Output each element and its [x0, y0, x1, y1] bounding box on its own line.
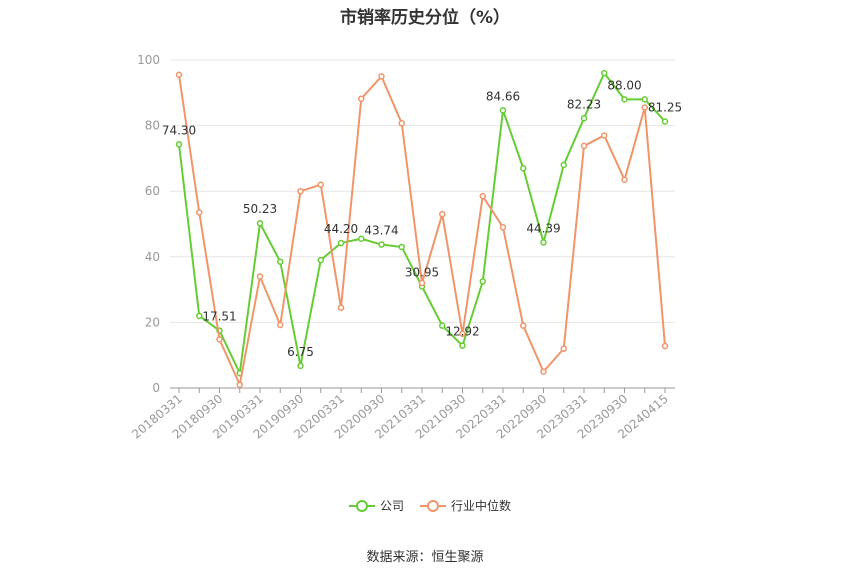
- data-point: [479, 192, 486, 200]
- legend-marker: [356, 500, 368, 512]
- data-point: [277, 258, 284, 265]
- series-line-industry-median: [178, 74, 666, 386]
- data-point: [560, 345, 567, 352]
- data-point: [378, 241, 385, 248]
- chart-title: 市销率历史分位（%）: [339, 8, 511, 28]
- y-tick-label: 80: [145, 119, 160, 133]
- data-point: [175, 141, 183, 148]
- data-label: 88.00: [607, 78, 641, 92]
- data-point: [358, 235, 365, 243]
- data-point: [560, 161, 567, 169]
- data-point: [297, 187, 304, 195]
- y-tick-label: 20: [145, 315, 160, 329]
- data-point: [256, 219, 264, 227]
- data-label: 50.23: [243, 202, 277, 216]
- y-tick-label: 60: [145, 184, 160, 198]
- legend-entry: 行业中位数: [451, 498, 511, 513]
- data-source: 数据来源：恒生聚源: [366, 550, 484, 565]
- data-label: 84.66: [486, 89, 520, 103]
- data-point: [479, 278, 486, 285]
- data-point: [540, 368, 547, 375]
- data-point: [499, 107, 507, 114]
- y-tick-label: 0: [152, 381, 160, 395]
- data-point: [337, 239, 345, 247]
- data-point: [398, 243, 405, 251]
- data-point: [175, 71, 183, 79]
- data-point: [196, 312, 203, 320]
- y-tick-label: 100: [137, 53, 160, 67]
- gridlines: [170, 59, 675, 323]
- legend: 公司 行业中位数: [349, 498, 511, 513]
- data-label: 17.51: [202, 310, 236, 324]
- series-line-company: [178, 72, 666, 375]
- data-point: [601, 69, 608, 77]
- legend-entry: 公司: [380, 499, 404, 513]
- data-label: 44.20: [324, 222, 358, 236]
- data-point: [661, 342, 669, 350]
- data-label: 30.95: [405, 265, 439, 279]
- data-label: 81.25: [648, 101, 682, 115]
- data-point: [601, 132, 608, 139]
- data-point: [520, 164, 527, 172]
- data-point: [540, 239, 547, 246]
- data-point: [277, 321, 284, 329]
- data-point: [398, 120, 405, 127]
- data-point: [499, 224, 507, 231]
- data-labels: 74.30 17.51 50.23 6.75 44.20 43.74 30.95 12.92 8…: [162, 78, 682, 359]
- data-label: 82.23: [567, 97, 601, 111]
- data-point: [641, 104, 648, 111]
- series-lines: [175, 69, 669, 388]
- data-point: [236, 381, 243, 388]
- data-point: [520, 322, 527, 329]
- data-point: [378, 73, 385, 80]
- data-point: [337, 304, 345, 311]
- data-point: [439, 210, 446, 218]
- data-label: 44.39: [526, 221, 560, 235]
- data-point: [317, 181, 324, 188]
- data-point: [459, 330, 466, 338]
- data-point: [297, 362, 304, 370]
- data-point: [358, 95, 365, 102]
- data-point: [621, 176, 628, 183]
- y-tick-label: 40: [145, 250, 160, 264]
- data-point: [459, 342, 466, 349]
- data-point: [439, 322, 446, 329]
- data-label: 43.74: [364, 224, 398, 238]
- data-point: [621, 96, 628, 103]
- data-point: [580, 142, 588, 150]
- data-point: [580, 115, 588, 122]
- data-label: 74.30: [162, 123, 196, 137]
- data-point: [216, 336, 223, 343]
- data-point: [418, 279, 426, 287]
- data-point: [661, 118, 669, 125]
- data-point: [641, 96, 648, 103]
- data-label: 12.92: [445, 325, 479, 339]
- data-point: [196, 209, 203, 216]
- data-point: [256, 273, 264, 280]
- data-label: 6.75: [287, 345, 314, 359]
- legend-marker: [427, 500, 439, 512]
- data-point: [317, 256, 324, 264]
